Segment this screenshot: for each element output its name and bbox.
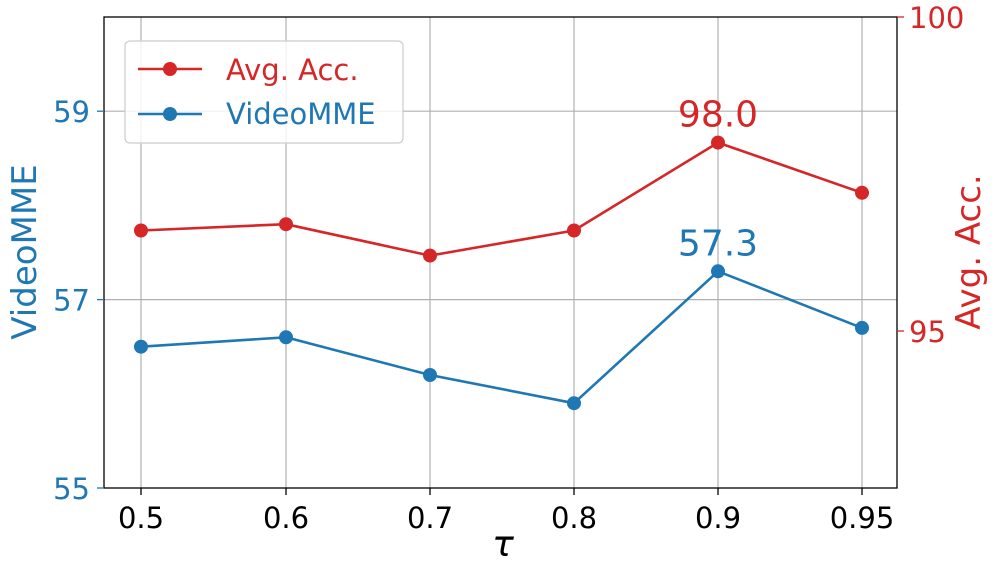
left-tick-label: 57 xyxy=(53,284,90,318)
x-tick-label: 0.7 xyxy=(407,501,453,535)
data-point-avg-acc xyxy=(567,223,581,238)
data-point-avg-acc xyxy=(423,248,437,263)
x-axis-ticks: 0.5 0.6 0.7 0.8 0.9 0.95 xyxy=(118,488,894,535)
x-axis-label: τ xyxy=(492,524,514,565)
x-tick-label: 0.8 xyxy=(551,501,597,535)
x-tick-label: 0.9 xyxy=(695,501,741,535)
data-point-avg-acc xyxy=(134,223,148,238)
series-line-videomme xyxy=(140,269,863,405)
plot-frame xyxy=(103,16,898,489)
legend-box xyxy=(124,40,404,144)
left-axis-label: VideoMME xyxy=(5,164,45,339)
legend: Avg. Acc. VideoMME xyxy=(124,40,404,144)
legend-label-avg-acc: Avg. Acc. xyxy=(226,53,359,87)
x-tick-label: 0.6 xyxy=(263,501,309,535)
data-point-avg-acc xyxy=(711,135,725,150)
x-tick-label: 0.95 xyxy=(830,501,895,535)
legend-marker-videomme xyxy=(163,107,177,121)
data-point-videomme xyxy=(423,368,437,382)
data-point-videomme xyxy=(567,396,581,411)
data-label-avg-acc: 98.0 xyxy=(678,95,758,136)
legend-marker-avg-acc xyxy=(163,62,177,76)
series-line-avg-acc xyxy=(140,141,863,257)
series-layer: 98.0 57.3 xyxy=(134,95,869,411)
right-axis-label: Avg. Acc. xyxy=(949,174,989,329)
data-point-avg-acc xyxy=(855,185,869,200)
right-axis-ticks: 95 100 xyxy=(897,1,964,349)
x-tick-label: 0.5 xyxy=(118,501,164,535)
data-label-videomme: 57.3 xyxy=(678,223,758,264)
data-point-videomme xyxy=(134,339,148,354)
right-tick-label: 95 xyxy=(909,315,946,349)
data-point-avg-acc xyxy=(279,217,293,232)
legend-label-videomme: VideoMME xyxy=(226,97,376,131)
data-point-videomme xyxy=(711,264,725,279)
data-point-videomme xyxy=(279,330,293,345)
left-tick-label: 59 xyxy=(53,95,90,129)
left-axis-ticks: 55 57 59 xyxy=(53,95,104,506)
right-tick-label: 100 xyxy=(909,1,964,35)
data-point-videomme xyxy=(855,320,869,335)
left-tick-label: 55 xyxy=(53,472,90,506)
